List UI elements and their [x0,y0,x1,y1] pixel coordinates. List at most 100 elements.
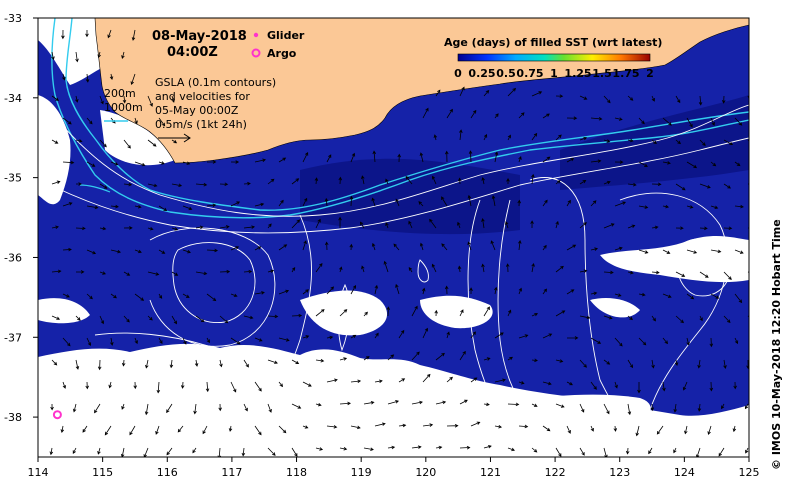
ssh-contour [259,214,312,406]
velocity-arrow [419,242,424,251]
velocity-arrow [446,108,453,119]
velocity-arrow [709,381,714,392]
velocity-arrow [291,359,300,365]
latitude-axis: -33 -34 -35 -36 -37 -38 [4,12,38,424]
velocity-arrow [695,447,701,457]
lon-tick-label: 123 [609,466,630,479]
velocity-arrow [411,351,420,361]
velocity-arrow [267,178,275,185]
velocity-arrow [291,219,301,229]
ssh-contour [467,199,521,441]
velocity-arrow [507,447,516,452]
ssh-contour [338,283,350,352]
velocity-arrow [315,402,322,407]
velocity-arrow [459,350,466,361]
gsla-note-line: 0.5m/s (1kt 24h) [155,118,247,131]
velocity-arrow [166,447,173,456]
velocity-arrow [405,175,413,185]
velocity-arrow [614,160,624,164]
velocity-arrow [230,160,240,164]
argo-float-marker [52,410,62,420]
velocity-arrow [627,359,634,369]
velocity-arrow [398,423,407,428]
map-frame [37,17,750,458]
velocity-arrow [99,139,107,148]
velocity-arrow [254,291,265,295]
velocity-arrow [518,112,525,119]
velocity-arrow [339,309,348,317]
ssh-contour [497,199,546,431]
velocity-arrow [206,337,210,344]
velocity-arrow [99,183,108,189]
velocity-arrow [542,244,547,251]
lon-tick-label: 121 [480,466,501,479]
velocity-arrow [177,425,184,433]
velocity-arrow [555,359,564,363]
velocity-arrow [278,244,288,251]
velocity-arrow [147,183,158,188]
velocity-arrow [590,291,598,296]
velocity-arrow [75,359,80,370]
velocity-arrow [638,205,649,209]
velocity-arrow [483,357,491,361]
velocity-arrow [130,73,136,86]
velocity-arrow [243,315,254,320]
velocity-arrow [467,194,472,207]
timestamp-time: 04:00Z [167,45,218,60]
velocity-arrow [385,178,389,185]
velocity-arrow [60,425,65,433]
velocity-arrow [72,447,77,454]
velocity-arrow [62,337,71,347]
velocity-arrow [99,271,107,275]
velocity-arrow [723,359,727,369]
velocity-arrow [518,424,529,429]
velocity-arrow [674,359,679,366]
velocity-arrow [302,197,308,207]
lon-tick-label: 115 [92,466,113,479]
no-data-region-east [600,235,749,283]
velocity-arrow [302,151,309,163]
velocity-arrow [254,202,265,207]
colorbar-tick-label: 1.5 [592,67,612,80]
velocity-arrow [267,314,279,319]
velocity-arrow [62,202,73,207]
velocity-arrow [302,335,310,339]
velocity-arrow [219,359,223,368]
velocity-arrow [62,293,70,298]
velocity-arrow [371,242,376,251]
velocity-arrow [195,225,204,230]
velocity-arrow [627,224,636,229]
velocity-arrow [131,29,136,41]
velocity-arrow [441,243,448,251]
colorbar-ticks: 0 0.25 0.5 0.75 1 1.25 1.5 1.75 2 [454,67,654,80]
velocity-arrow [363,356,370,361]
velocity-arrow [566,425,571,434]
velocity-arrow [243,225,256,229]
velocity-arrow [470,109,477,119]
velocity-arrow [386,306,391,317]
velocity-arrow [555,265,564,273]
velocity-arrow [158,161,165,165]
velocity-arrow [123,315,130,323]
velocity-arrow [51,95,59,101]
ssh-contour [529,177,641,431]
velocity-arrow [97,447,101,455]
velocity-arrow [267,359,278,365]
velocity-arrow [490,240,496,251]
velocity-arrow [603,447,608,457]
velocity-arrow [230,293,238,298]
velocity-arrow [361,265,365,273]
velocity-arrow [673,447,677,454]
velocity-arrow [590,116,603,121]
velocity-arrow [278,337,290,342]
velocity-arrow [86,337,92,347]
velocity-arrow [99,95,104,105]
velocity-arrow [459,129,463,141]
velocity-arrow [123,271,131,276]
velocity-arrow [192,447,197,454]
velocity-arrow [134,293,145,301]
velocity-arrow [243,269,253,274]
velocity-arrow [206,248,219,253]
velocity-arrow [62,73,66,81]
